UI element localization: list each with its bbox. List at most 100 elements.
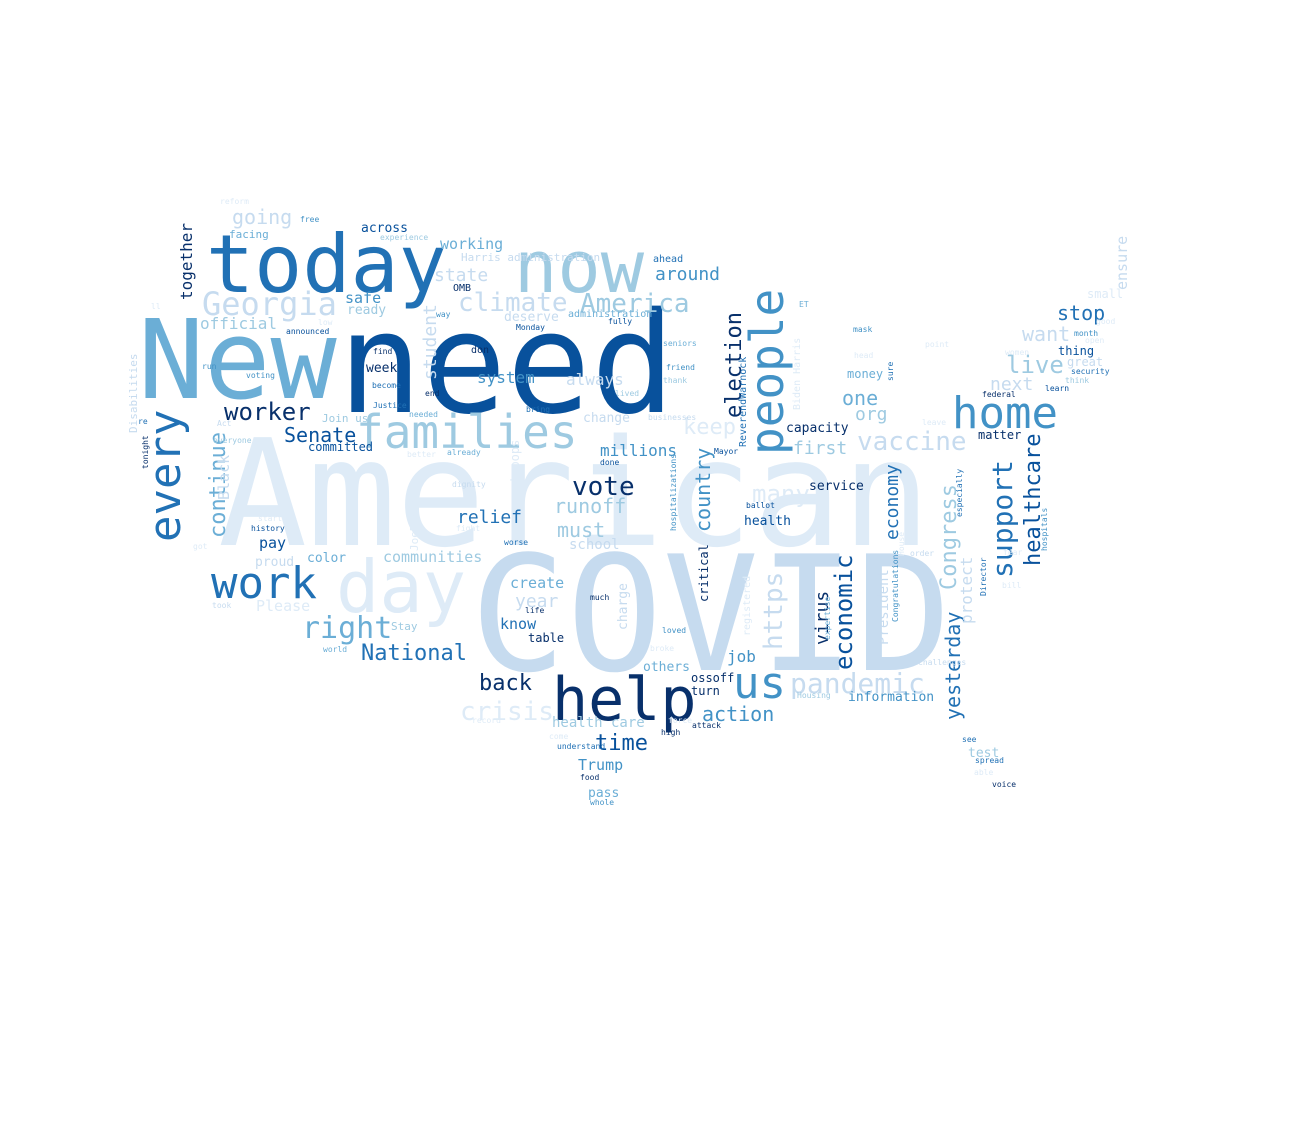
- word-test: test: [968, 746, 999, 761]
- word-election: election: [722, 312, 747, 418]
- word-worker: worker: [224, 398, 311, 426]
- word-small: small: [1087, 287, 1123, 301]
- word-time: time: [595, 731, 648, 756]
- word-reform: reform: [220, 197, 249, 206]
- word-help: help: [552, 665, 697, 735]
- word-working: working: [440, 235, 503, 253]
- word-student: student: [420, 304, 441, 380]
- word-always: always: [566, 370, 624, 389]
- word-order: order: [910, 549, 934, 558]
- word-troops: troops: [508, 440, 522, 483]
- word-house: House: [897, 532, 906, 556]
- word-monday: Monday: [516, 323, 545, 332]
- word-housing: Housing: [797, 691, 831, 700]
- word-around: around: [655, 264, 720, 285]
- word-know: know: [500, 615, 537, 633]
- word-stop: stop: [1057, 301, 1105, 325]
- word-pandemic: pandemic: [790, 667, 925, 700]
- word-bill: bill: [1002, 581, 1021, 590]
- word-food: food: [580, 773, 599, 782]
- word-want: want: [1022, 322, 1070, 346]
- word-congratulations: Congratulations: [891, 550, 900, 622]
- word-disabilities: Disabilities: [127, 354, 140, 433]
- word-relief: relief: [457, 507, 522, 528]
- word-run: run: [202, 362, 217, 371]
- word-need: need: [338, 283, 675, 446]
- word-service: service: [809, 479, 864, 494]
- word-color: color: [307, 551, 346, 566]
- word-great: great: [1067, 355, 1103, 369]
- word-mask: mask: [853, 325, 872, 334]
- word-whole: whole: [590, 798, 614, 807]
- word-virus: virus: [812, 591, 833, 645]
- word-low: low: [318, 318, 333, 327]
- word-free: free: [300, 215, 319, 224]
- word-together: together: [177, 223, 196, 300]
- word-think: think: [1065, 376, 1089, 385]
- word-fight: fight: [456, 524, 480, 533]
- word-point: point: [925, 340, 949, 349]
- word-federal: federal: [982, 390, 1016, 399]
- word-change: change: [583, 411, 630, 426]
- word-must: must: [557, 518, 605, 542]
- word-needed: needed: [409, 410, 438, 419]
- word-committed: committed: [308, 440, 373, 454]
- word-hospitalizations: hospitalizations: [669, 454, 678, 531]
- word-families: families: [356, 405, 578, 459]
- word-able: able: [974, 768, 993, 777]
- word-now: now: [514, 225, 645, 309]
- word-continue: continue: [206, 432, 231, 538]
- word-force: force: [668, 716, 692, 725]
- word-spread: spread: [975, 756, 1004, 765]
- word-national: National: [361, 641, 467, 666]
- word-ossoff: ossoff: [691, 671, 734, 685]
- word-got: got: [193, 542, 208, 551]
- word-keep: keep: [683, 415, 736, 440]
- word-justice: Justice: [373, 401, 407, 410]
- word-deserve: deserve: [504, 310, 559, 325]
- word-harris-administration: Harris administration: [461, 251, 600, 264]
- word-fully: fully: [608, 317, 632, 326]
- word-right: right: [302, 611, 392, 646]
- word-economy: economy: [882, 464, 903, 540]
- word-congress: Congress: [937, 484, 962, 590]
- word-world: world: [323, 645, 347, 654]
- word-mayor: Mayor: [714, 447, 738, 456]
- word-loved: loved: [662, 626, 686, 635]
- word-challenges: challenges: [918, 658, 966, 667]
- word-safe: safe: [345, 289, 381, 307]
- word-history: history: [251, 524, 285, 533]
- word-millions: millions: [600, 441, 677, 460]
- word-tonight: tonight: [141, 435, 150, 469]
- word-expertise: expertise: [823, 596, 832, 640]
- word-support: support: [986, 460, 1019, 578]
- word-broke: broke: [650, 644, 674, 653]
- word-ll: ll: [151, 302, 161, 311]
- word-administration: administration: [568, 309, 652, 320]
- word-much: much: [590, 593, 609, 602]
- word-org: org: [855, 404, 888, 425]
- word-georgia: Georgia: [202, 285, 337, 323]
- word-charge: charge: [616, 583, 631, 630]
- word-runoff: runoff: [554, 494, 626, 518]
- word-covid: COVID: [470, 521, 952, 708]
- word-record: record: [472, 716, 501, 725]
- word-re: re: [138, 417, 148, 426]
- word-especially: especially: [955, 469, 964, 517]
- word-crisis: crisis: [460, 697, 554, 727]
- word-good: good: [1096, 317, 1115, 326]
- word-turn: turn: [691, 684, 720, 698]
- word-experience: experience: [380, 233, 428, 242]
- word-high: high: [661, 728, 680, 737]
- word-dignity: dignity: [452, 480, 486, 489]
- word-please: Please: [256, 597, 310, 615]
- word-worse: worse: [504, 538, 528, 547]
- word-black: Black: [215, 455, 233, 500]
- word-people: people: [740, 289, 794, 455]
- word-women: women: [1005, 348, 1029, 357]
- word-act: Act: [217, 419, 232, 428]
- word-way: way: [436, 310, 451, 319]
- word-trump: Trump: [578, 756, 623, 774]
- word-today: today: [206, 218, 447, 311]
